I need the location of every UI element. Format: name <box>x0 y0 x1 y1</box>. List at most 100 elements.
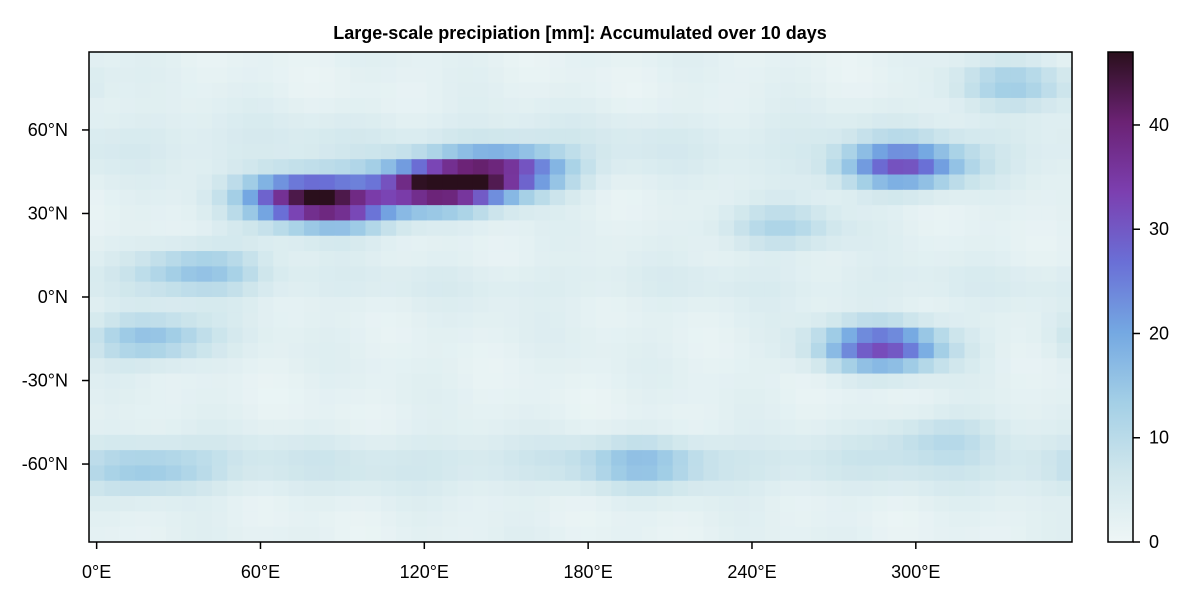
heatmap-cell <box>780 266 797 283</box>
heatmap-cell <box>841 174 858 191</box>
heatmap-cell <box>150 67 167 84</box>
heatmap-cell <box>580 128 597 145</box>
heatmap-cell <box>288 266 305 283</box>
heatmap-cell <box>319 496 336 512</box>
heatmap-cell <box>764 526 781 542</box>
heatmap-cell <box>534 358 551 375</box>
heatmap-cell <box>227 205 244 222</box>
heatmap-cell <box>365 496 382 512</box>
heatmap-cell <box>150 496 167 512</box>
heatmap-cell <box>995 526 1012 542</box>
heatmap-cell <box>365 82 382 99</box>
heatmap-cell <box>181 388 198 405</box>
heatmap-cell <box>1041 496 1058 512</box>
heatmap-cell <box>119 67 136 84</box>
heatmap-cell <box>949 174 966 191</box>
heatmap-cell <box>872 358 889 375</box>
heatmap-cell <box>89 67 105 84</box>
heatmap-cell <box>1056 82 1072 99</box>
heatmap-cell <box>734 220 751 237</box>
heatmap-cell <box>242 266 259 283</box>
heatmap-cell <box>181 297 198 313</box>
heatmap-cell <box>826 342 843 359</box>
heatmap-cell <box>810 404 827 421</box>
heatmap-cell <box>227 297 244 313</box>
heatmap-cell <box>519 526 536 542</box>
heatmap-cell <box>304 235 320 252</box>
heatmap-cell <box>273 297 290 313</box>
heatmap-cell <box>503 465 520 482</box>
heatmap-cell <box>672 312 689 329</box>
heatmap-cell <box>150 281 167 298</box>
heatmap-cell <box>734 404 751 421</box>
heatmap-cell <box>472 297 489 313</box>
heatmap-cell <box>933 496 950 512</box>
heatmap-cell <box>918 174 935 191</box>
heatmap-cell <box>304 480 320 497</box>
heatmap-cell <box>181 67 198 84</box>
heatmap-cell <box>411 496 428 512</box>
heatmap-cell <box>350 373 367 390</box>
heatmap-cell <box>626 511 643 528</box>
heatmap-cell <box>534 465 551 482</box>
heatmap-cell <box>749 128 766 145</box>
heatmap-cell <box>780 434 797 451</box>
heatmap-cell <box>810 450 827 467</box>
heatmap-cell <box>826 189 843 206</box>
heatmap-cell <box>319 465 336 482</box>
heatmap-cell <box>119 128 136 145</box>
heatmap-cell <box>549 281 566 298</box>
heatmap-cell <box>949 113 966 130</box>
heatmap-cell <box>257 159 274 176</box>
heatmap-cell <box>887 404 904 421</box>
heatmap-cell <box>334 281 351 298</box>
heatmap-cell <box>626 434 643 451</box>
heatmap-cell <box>595 327 612 344</box>
heatmap-cell <box>196 82 213 99</box>
heatmap-cell <box>104 251 121 267</box>
heatmap-cell <box>1056 327 1072 344</box>
heatmap-cell <box>903 174 920 191</box>
heatmap-cell <box>211 159 228 176</box>
heatmap-cell <box>119 281 136 298</box>
heatmap-cell <box>426 97 443 114</box>
heatmap-cell <box>1056 465 1072 482</box>
heatmap-cell <box>826 358 843 375</box>
heatmap-cell <box>887 189 904 206</box>
heatmap-cell <box>626 235 643 252</box>
heatmap-cell <box>887 128 904 145</box>
heatmap-cell <box>334 358 351 375</box>
heatmap-cell <box>534 189 551 206</box>
heatmap-cell <box>826 511 843 528</box>
heatmap-cell <box>350 312 367 329</box>
heatmap-cell <box>995 496 1012 512</box>
heatmap-cell <box>718 128 735 145</box>
heatmap-cell <box>288 480 305 497</box>
heatmap-cell <box>396 113 413 130</box>
heatmap-cell <box>856 113 873 130</box>
heatmap-cell <box>964 189 981 206</box>
heatmap-cell <box>964 450 981 467</box>
heatmap-cell <box>641 251 658 267</box>
heatmap-cell <box>626 419 643 436</box>
heatmap-cell <box>672 465 689 482</box>
heatmap-cell <box>887 342 904 359</box>
heatmap-cell <box>903 342 920 359</box>
heatmap-cell <box>426 82 443 99</box>
heatmap-cell <box>89 496 105 512</box>
y-tick-label: -30°N <box>22 371 68 391</box>
heatmap-cell <box>672 373 689 390</box>
heatmap-cell <box>242 312 259 329</box>
heatmap-cell <box>396 450 413 467</box>
heatmap-cell <box>826 174 843 191</box>
heatmap-cell <box>488 143 505 160</box>
heatmap-cell <box>1025 496 1042 512</box>
heatmap-cell <box>334 97 351 114</box>
heatmap-cell <box>995 511 1012 528</box>
heatmap-cell <box>995 266 1012 283</box>
heatmap-cell <box>426 358 443 375</box>
heatmap-cell <box>135 235 152 252</box>
heatmap-cell <box>872 189 889 206</box>
heatmap-cell <box>457 128 474 145</box>
heatmap-cell <box>918 189 935 206</box>
